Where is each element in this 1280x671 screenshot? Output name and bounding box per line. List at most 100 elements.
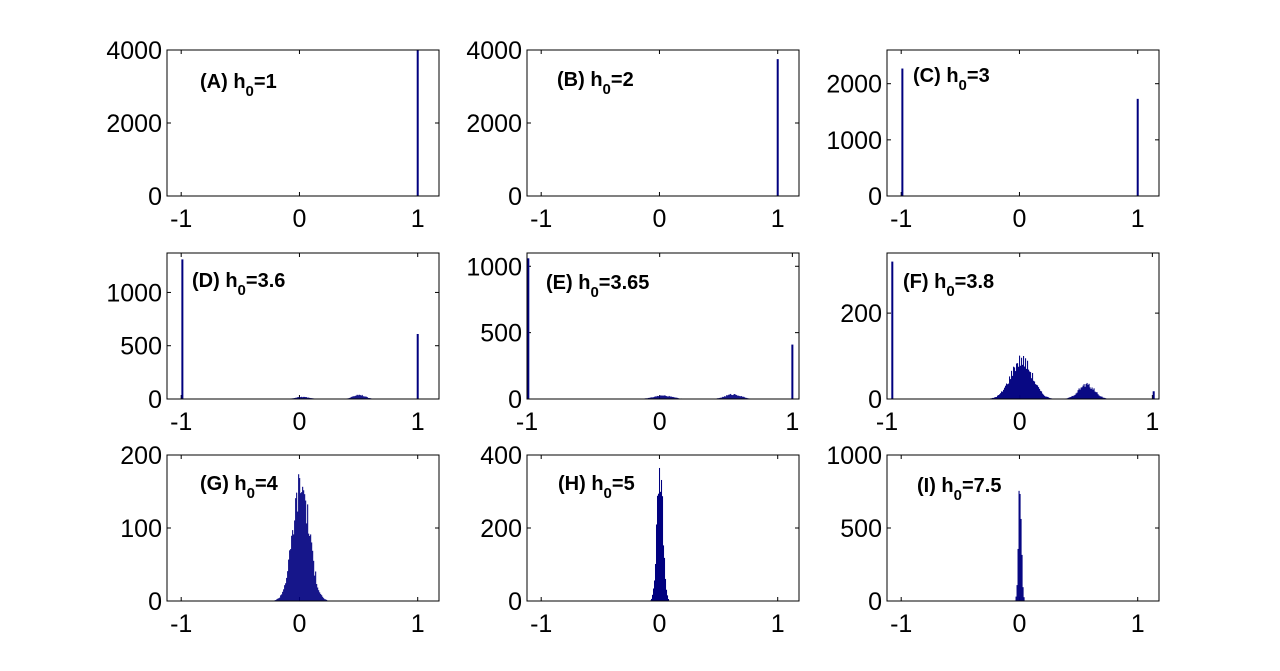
histogram-bin [1017, 363, 1019, 399]
histogram-bin [323, 598, 325, 601]
histogram-bin [295, 498, 297, 601]
panel-d: -1 0 1 0 500 1000 (D) h0=3.6 [106, 252, 440, 436]
x-tick-label: 0 [1013, 408, 1027, 436]
histogram-bin [353, 396, 355, 399]
histogram-bin [300, 397, 302, 399]
axes-outline [526, 49, 800, 197]
histogram-bin [728, 394, 730, 399]
histogram-bin [287, 571, 289, 601]
x-tick-label: -1 [890, 205, 912, 233]
histogram-bin [669, 396, 671, 399]
x-tick-label: 0 [292, 205, 306, 233]
histogram-bin [305, 397, 307, 399]
histogram-bin [1037, 385, 1039, 399]
histogram-bin [732, 395, 734, 399]
histogram-bin [1014, 367, 1016, 399]
x-tick-label: 0 [653, 408, 667, 436]
histogram-bin [737, 395, 739, 399]
histogram-bin [295, 397, 297, 399]
histogram-bin [993, 397, 995, 399]
histogram-bin [1043, 394, 1045, 399]
panel-c: -1 0 1 0 1000 2000 (C) h0=3 [826, 49, 1160, 233]
histogram-bin [659, 491, 662, 601]
histogram-bin [1091, 387, 1093, 399]
histogram-bin [277, 598, 279, 601]
histogram-bin [658, 467, 661, 601]
histogram-bin [360, 395, 362, 399]
histogram-bin [1071, 395, 1073, 399]
histogram-bump [339, 394, 378, 399]
panel-label: (B) h0=2 [557, 69, 634, 98]
histogram-bin [1097, 394, 1099, 399]
panel-a: -1 0 1 0 2000 4000 (A) h0=1 [106, 37, 440, 233]
histogram-bin [1005, 385, 1007, 399]
histogram-bin [726, 395, 728, 399]
histogram-bin [651, 397, 653, 399]
histogram-bin [1076, 392, 1078, 399]
y-tick-label: 0 [868, 386, 882, 414]
histogram-bin [664, 395, 666, 399]
histogram-bin [729, 394, 731, 399]
panel-label: (D) h0=3.6 [192, 270, 285, 299]
histogram-bin [665, 396, 667, 399]
histogram-bin [366, 397, 368, 399]
histogram-bin [1073, 395, 1075, 399]
histogram-bin [1067, 397, 1069, 399]
panel-label: (E) h0=3.65 [546, 272, 649, 301]
histogram-bin [1087, 384, 1089, 399]
histogram-bin [739, 396, 741, 399]
histogram-bin [307, 504, 309, 601]
x-tick-label: 1 [1145, 408, 1159, 436]
histogram-bin [349, 397, 351, 399]
histogram-bin [310, 534, 312, 601]
axes-outline [886, 49, 1160, 197]
histogram-bin [283, 589, 285, 601]
axes-outline [886, 454, 1160, 602]
histogram-spike [416, 50, 419, 196]
histogram-bin [358, 394, 360, 399]
histogram-bin [1102, 397, 1104, 399]
histogram-bin [651, 594, 654, 601]
histogram-bin [319, 592, 321, 601]
histogram-bin [1084, 386, 1086, 399]
axes-outline [166, 252, 440, 400]
histogram-bin [997, 395, 999, 399]
x-tick-label: 1 [1131, 205, 1145, 233]
y-tick-label: 2000 [826, 71, 882, 99]
histogram-bin [361, 394, 363, 399]
histogram-bin [1090, 389, 1092, 399]
histogram-bin [296, 492, 298, 601]
histogram-bin [664, 578, 667, 601]
histogram-bin [306, 523, 308, 601]
histogram-bin [301, 396, 303, 399]
histogram-bin [1015, 596, 1017, 601]
panel-label: (G) h0=4 [200, 473, 279, 502]
histogram-bin [307, 397, 309, 399]
histogram-bin [312, 550, 314, 601]
histogram-bin [296, 397, 298, 399]
panel-label: (A) h0=1 [200, 71, 277, 100]
histogram-bin [278, 598, 280, 601]
panel-label: (I) h0=7.5 [917, 475, 1001, 504]
panel-h: -1 0 1 0 200 400 (H) h0=5 [480, 442, 800, 638]
histogram-bin [666, 595, 669, 601]
histogram-bin [320, 593, 322, 601]
histogram-bin [1038, 387, 1040, 399]
histogram-bump [274, 474, 328, 601]
histogram-bin [648, 397, 650, 399]
histogram-bin [309, 535, 311, 601]
histogram-bin [741, 396, 743, 399]
y-tick-label: 0 [868, 183, 882, 211]
histogram-bin [721, 397, 723, 399]
histogram-bin [293, 534, 295, 601]
y-tick-label: 1000 [826, 127, 882, 155]
histogram-bin [365, 396, 367, 399]
y-tick-label: 200 [840, 300, 882, 328]
histogram-bin [321, 595, 323, 601]
histogram-bin [1036, 384, 1038, 399]
histogram-bin [655, 524, 658, 601]
histogram-bin [280, 595, 282, 601]
histogram-bin [1082, 385, 1084, 399]
histogram-bin [304, 494, 306, 601]
